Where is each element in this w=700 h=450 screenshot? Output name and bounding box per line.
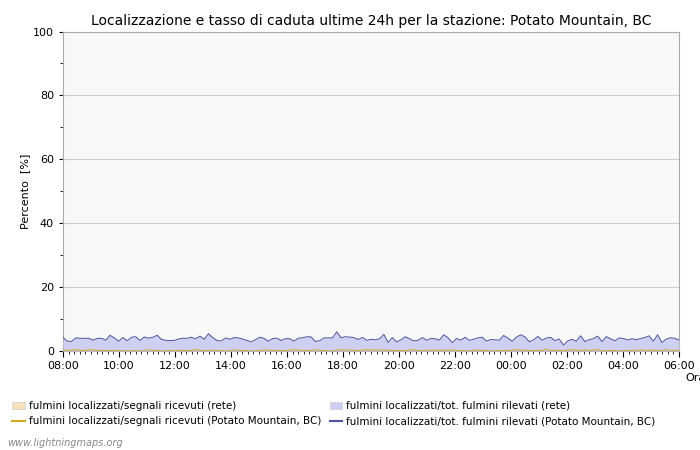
Legend: fulmini localizzati/segnali ricevuti (rete), fulmini localizzati/segnali ricevut: fulmini localizzati/segnali ricevuti (re… (13, 401, 656, 426)
Text: Orario: Orario (685, 374, 700, 383)
Text: www.lightningmaps.org: www.lightningmaps.org (7, 438, 122, 448)
Title: Localizzazione e tasso di caduta ultime 24h per la stazione: Potato Mountain, BC: Localizzazione e tasso di caduta ultime … (91, 14, 651, 27)
Y-axis label: Percento  [%]: Percento [%] (20, 153, 30, 229)
